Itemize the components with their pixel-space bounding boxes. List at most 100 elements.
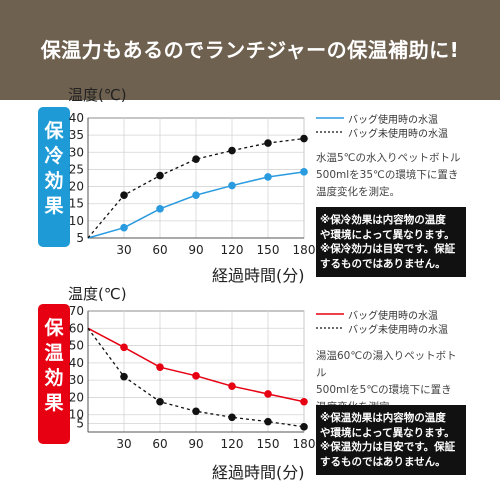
data-point [192,191,200,199]
y-tick-label: 10 [69,408,84,422]
legend-swatch-dashed [316,327,344,329]
note-line: ※保冷効果は内容物の温度 [320,214,446,226]
data-point [156,171,164,180]
data-point [264,417,272,426]
title-banner [0,0,500,100]
description-line: 湯温60℃の湯入りペットボトル [316,350,457,379]
x-tick-label: 60 [152,437,167,451]
legend-item: バッグ使用時の水温 [316,111,466,126]
badge-char: 保 [44,120,64,142]
x-axis-title: 経過時間(分) [212,266,305,285]
data-point [228,382,236,390]
note-line: するものではありません。 [320,257,446,270]
y-tick-label: 5 [76,231,84,245]
note-line: や環境によって異なります。 [320,228,455,241]
x-tick-label: 150 [257,243,280,257]
x-tick-label: 150 [257,437,280,451]
y-tick-label: 60 [69,321,84,335]
x-tick-label: 90 [188,437,203,451]
data-point [300,423,308,431]
data-point [300,397,308,406]
y-tick-label: 20 [69,390,84,404]
legend-label: バッグ使用時の水温 [348,114,438,126]
cooling-line-chart: 5 10 15 20 25 30 35 40 30 60 90 120 150 180 [69,111,316,257]
data-point [264,173,272,181]
badge-char: 果 [44,195,64,217]
note-line: ※保温効力は目安です。保証 [320,441,456,453]
legend-swatch-dashed [316,131,344,133]
data-point [300,168,308,176]
data-point [300,134,308,143]
badge-char: 温 [44,342,64,364]
y-tick-label: 40 [69,356,84,370]
cooling-legend: バッグ使用時の水温 バッグ未使用時の水温 [316,111,466,140]
banner-title: 保温力もあるのでランチジャーの保温補助に! [40,38,460,62]
data-point [264,390,272,398]
description-line: 500mlを5℃の環境下に置き [316,384,452,396]
data-point [228,413,236,422]
y-tick-label: 35 [69,128,84,142]
badge-char: 果 [44,392,64,414]
legend-label: バッグ使用時の水温 [348,310,438,322]
data-point [120,223,128,232]
warming-line-chart: 510 20 30 40 50 60 70 30 60 90 120 150 180 [69,304,316,451]
badge-char: 冷 [44,145,64,167]
x-tick-label: 180 [293,243,316,257]
y-tick-label: 10 [69,214,84,228]
data-point [192,155,200,163]
data-point [120,191,128,199]
x-tick-label: 120 [221,243,244,257]
data-point [192,372,200,380]
cooling-effect-badge: 保 冷 効 果 [38,107,70,247]
y-tick-label: 30 [69,373,84,387]
legend-item: バッグ使用時の水温 [316,307,466,322]
data-point [156,205,164,213]
x-tick-label: 120 [221,437,244,451]
y-tick-label: 40 [69,111,84,125]
y-tick-label: 5 [76,416,84,430]
data-point [120,372,128,381]
y-tick-label: 70 [69,304,84,318]
y-axis-label: 温度(℃) [68,285,127,303]
y-tick-label: 50 [69,339,84,353]
x-tick-label: 90 [188,243,203,257]
data-point [264,139,272,147]
badge-char: 保 [44,317,64,339]
data-point [120,343,128,352]
data-point [156,363,164,371]
legend-item: バッグ未使用時の水温 [316,321,466,336]
note-line: ※保冷効力は目安です。保証 [320,243,456,255]
warming-legend: バッグ使用時の水温 バッグ未使用時の水温 [316,307,466,336]
data-point [156,397,164,406]
y-tick-label: 15 [69,197,84,211]
x-tick-label: 30 [116,437,131,451]
note-line: ※保温効果は内容物の温度 [320,412,446,424]
badge-char: 効 [44,170,64,192]
description-line: 水温5℃の水入りペットボトル [316,152,461,164]
note-line: するものではありません。 [320,455,446,468]
legend-label: バッグ未使用時の水温 [348,324,448,336]
data-point [228,181,236,190]
legend-swatch-solid [316,313,344,315]
cooling-test-description: 水温5℃の水入りペットボトル 500mlを35℃の環境下に置き 温度変化を測定。 [316,150,466,201]
x-tick-label: 60 [152,243,167,257]
warming-effect-badge: 保 温 効 果 [38,304,70,444]
y-tick-label: 20 [69,180,84,194]
data-point [192,407,200,416]
description-line: 温度変化を測定。 [316,186,400,198]
legend-label: バッグ未使用時の水温 [348,128,448,140]
x-axis-title: 経過時間(分) [212,463,305,482]
y-axis-label: 温度(℃) [68,86,127,104]
x-tick-label: 180 [293,437,316,451]
y-tick-label: 25 [69,162,84,176]
x-tick-label: 30 [116,243,131,257]
legend-swatch-solid [316,117,344,119]
note-line: や環境によって異なります。 [320,426,455,439]
data-point [228,146,236,155]
description-line: 500mlを35℃の環境下に置き [316,169,459,181]
badge-char: 効 [44,367,64,389]
y-tick-label: 30 [69,145,84,159]
cooling-disclaimer-box: ※保冷効果は内容物の温度 や環境によって異なります。 ※保冷効力は目安です。保証… [316,207,466,277]
legend-item: バッグ未使用時の水温 [316,125,466,140]
warming-disclaimer-box: ※保温効果は内容物の温度 や環境によって異なります。 ※保温効力は目安です。保証… [316,405,466,475]
